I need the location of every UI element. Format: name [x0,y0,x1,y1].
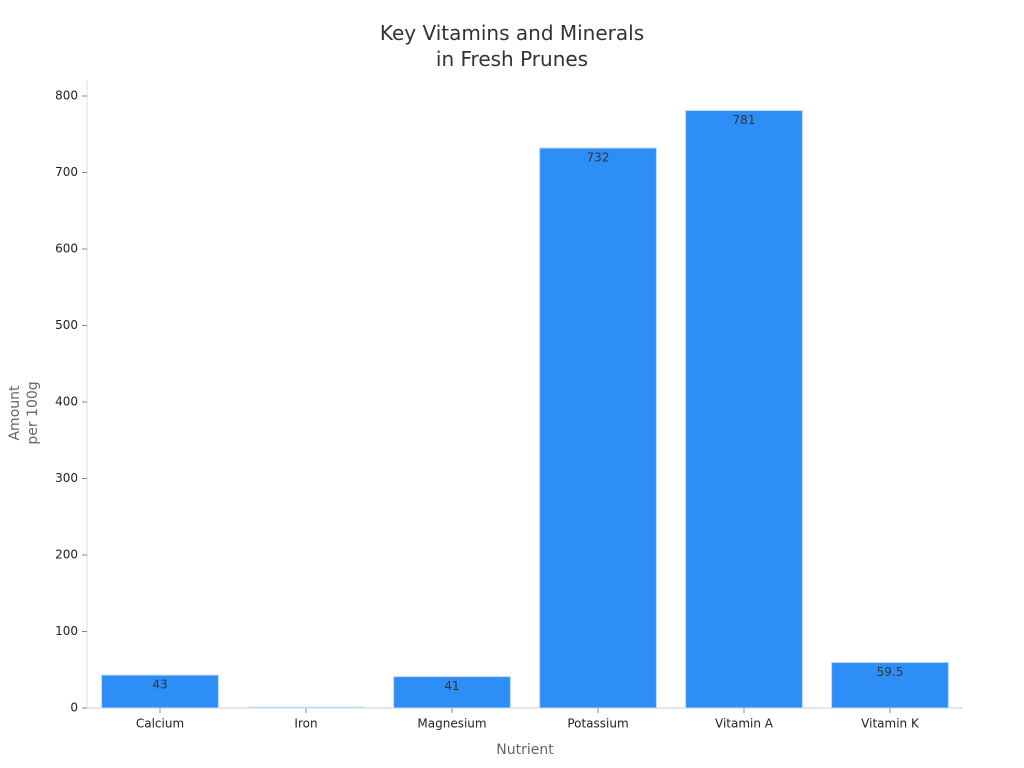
y-tick-label: 700 [55,165,78,179]
y-tick-label: 100 [55,624,78,638]
bar [101,674,219,709]
bar [831,661,949,709]
y-tick-label: 200 [55,548,78,562]
bar [539,147,657,709]
x-axis-title: Nutrient [496,742,554,758]
x-tick-label: Vitamin K [861,717,920,731]
y-tick-label: 500 [55,318,78,332]
bar [685,110,803,709]
y-tick-label: 300 [55,471,78,485]
bar [393,676,511,709]
y-tick-label: 600 [55,242,78,256]
data-label: 41 [444,679,459,693]
data-label: 59.5 [877,665,904,679]
data-label: 43 [152,678,167,692]
x-tick-label: Calcium [136,717,184,731]
bar [247,706,365,709]
data-label: 781 [733,113,756,127]
x-tick-label: Vitamin A [715,717,774,731]
data-label: 732 [587,151,610,165]
x-tick-label: Potassium [567,717,628,731]
y-tick-label: 400 [55,395,78,409]
chart-title: Key Vitamins and Minerals in Fresh Prune… [379,21,645,71]
x-tick-label: Iron [294,717,317,731]
y-tick-label: 800 [55,89,78,103]
y-tick-label: 0 [70,701,78,715]
x-tick-label: Magnesium [417,717,486,731]
